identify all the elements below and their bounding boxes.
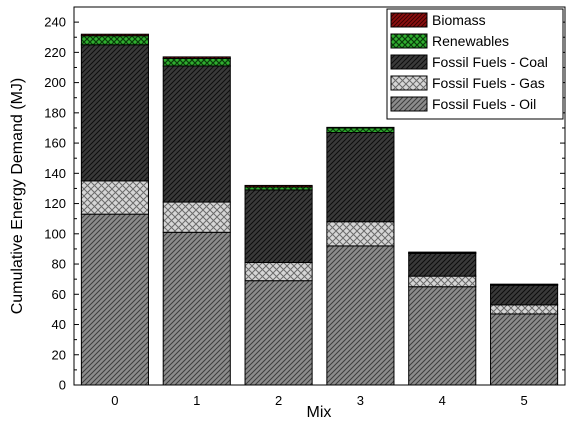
x-tick-label: 0	[111, 393, 118, 408]
bar-segment-biomass	[244, 184, 313, 188]
bar-segment-biomass	[490, 283, 559, 286]
bar-segment-fossil-fuels-coal	[162, 65, 231, 203]
plot-frame	[73, 6, 566, 386]
bar-segment-fossil-fuels-oil	[244, 280, 313, 386]
bar-segment-biomass	[80, 33, 149, 37]
legend-swatch-fossil-fuels-gas	[390, 75, 428, 91]
y-tick-label: 160	[44, 136, 66, 151]
bar-segment-renewables	[326, 127, 395, 133]
y-tick-label: 40	[52, 317, 66, 332]
y-tick-label: 20	[52, 347, 66, 362]
legend-label-fossil-fuels-oil: Fossil Fuels - Oil	[432, 96, 536, 112]
bar-segment-fossil-fuels-gas	[326, 221, 395, 247]
legend-label-fossil-fuels-gas: Fossil Fuels - Gas	[432, 75, 545, 91]
x-tick-label: 5	[520, 393, 527, 408]
bar-segment-fossil-fuels-oil	[490, 313, 559, 386]
y-tick-label: 80	[52, 257, 66, 272]
bar-segment-fossil-fuels-coal	[408, 252, 477, 277]
bar-segment-fossil-fuels-coal	[326, 131, 395, 223]
x-tick-label: 3	[357, 393, 364, 408]
bar-segment-renewables	[80, 35, 149, 46]
y-tick-label: 180	[44, 105, 66, 120]
bar-segment-fossil-fuels-oil	[80, 213, 149, 386]
x-tick-label: 1	[193, 393, 200, 408]
bar-segment-fossil-fuels-oil	[408, 286, 477, 386]
bars-group	[80, 33, 559, 386]
bar-segment-fossil-fuels-gas	[408, 275, 477, 288]
bar-segment-fossil-fuels-coal	[80, 44, 149, 182]
legend-swatch-biomass	[390, 12, 428, 28]
bar-segment-fossil-fuels-gas	[490, 304, 559, 315]
legend: Biomass Renewables Fossil Fuels - Coal Foss…	[386, 8, 564, 120]
x-tick-label: 4	[439, 393, 446, 408]
legend-label-fossil-fuels-coal: Fossil Fuels - Coal	[432, 54, 548, 70]
y-tick-label: 140	[44, 166, 66, 181]
y-axis-ticks: 0 20 40 60 80 100 120 140 160 180 200 220 240	[44, 15, 565, 393]
legend-label-renewables: Renewables	[432, 33, 509, 49]
bar-segment-biomass	[326, 126, 395, 129]
y-tick-label: 100	[44, 226, 66, 241]
bar-segment-biomass	[408, 251, 477, 254]
legend-swatch-renewables	[390, 33, 428, 49]
legend-swatch-fossil-fuels-oil	[390, 96, 428, 112]
y-tick-label: 60	[52, 287, 66, 302]
y-axis-title: Cumulative Energy Demand (MJ)	[9, 78, 26, 315]
bar-segment-fossil-fuels-gas	[80, 180, 149, 215]
bar-segment-fossil-fuels-gas	[162, 201, 231, 233]
x-tick-label: 2	[275, 393, 282, 408]
y-tick-label: 200	[44, 75, 66, 90]
bar-segment-renewables	[162, 57, 231, 67]
bar-segment-biomass	[162, 56, 231, 59]
y-tick-label: 240	[44, 15, 66, 30]
legend-swatch-fossil-fuels-coal	[390, 54, 428, 70]
y-tick-label: 220	[44, 45, 66, 60]
bar-segment-fossil-fuels-oil	[162, 231, 231, 386]
bar-segment-fossil-fuels-oil	[326, 245, 395, 386]
y-tick-label: 120	[44, 196, 66, 211]
y-tick-label: 0	[59, 378, 66, 393]
bar-segment-fossil-fuels-coal	[490, 284, 559, 306]
bar-segment-fossil-fuels-coal	[244, 189, 313, 264]
x-axis-title: Mix	[307, 404, 332, 421]
legend-label-biomass: Biomass	[432, 12, 486, 28]
bar-segment-fossil-fuels-gas	[244, 262, 313, 282]
